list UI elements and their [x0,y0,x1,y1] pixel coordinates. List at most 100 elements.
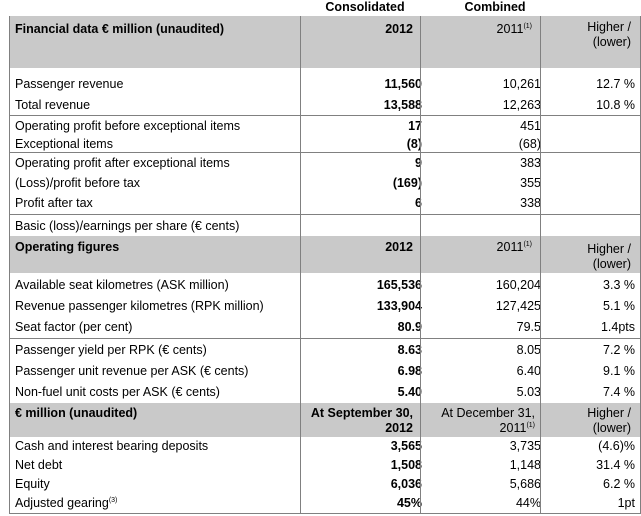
table-row: Cash and interest bearing deposits 3,565… [9,437,641,455]
value-2011: 8.05 [516,343,541,357]
value-2011: 127,425 [495,299,541,313]
balance-col-2012-line2: 2012 [385,421,413,435]
operating-col-2011: 2011(1) [440,240,532,254]
table-row: Passenger revenue 11,560 10,261 12.7 % [9,74,641,94]
row-label: Available seat kilometres (ASK million) [15,278,229,292]
value-change: 3.3 % [603,278,635,292]
balance-col-2011-line2: 2011(1) [420,421,535,436]
row-label: Operating profit before exceptional item… [15,119,241,133]
value-change: 12.7 % [596,77,635,91]
value-change: 9.1 % [603,364,635,378]
value-2012: 6.98 [397,364,422,378]
value-2011: 6.40 [516,364,541,378]
row-label: (Loss)/profit before tax [15,176,141,190]
row-label: Net debt [15,458,63,472]
financial-col-2012: 2012 [385,22,413,36]
footnote-1-marker: (1) [523,240,532,248]
value-2011: 160,204 [495,278,541,292]
operating-header-band [9,236,641,273]
value-2012: 17 [408,119,422,133]
table-row: Operating profit after exceptional items… [9,153,641,173]
value-2011: 12,263 [502,98,541,112]
row-divider [9,338,641,339]
table-bottom-border [9,513,641,514]
row-label: Passenger unit revenue per ASK (€ cents) [15,364,249,378]
operating-col-2011-year: 2011 [496,240,524,254]
financial-section-title: Financial data € million (unaudited) [15,22,225,36]
balance-change-header: Higher / (lower) [549,406,631,436]
value-2011: 383 [520,156,541,170]
balance-col-2012-line1: At September 30, [310,406,413,420]
value-change: 7.2 % [603,343,635,357]
balance-col-2011: At December 31, 2011(1) [420,406,535,436]
value-2011: 338 [520,196,541,210]
row-label: Seat factor (per cent) [15,320,133,334]
value-2011: 10,261 [502,77,541,91]
row-label: Operating profit after exceptional items [15,156,230,170]
row-label: Equity [15,477,50,491]
table-row: Basic (loss)/earnings per share (€ cents… [9,216,641,236]
operating-section-title: Operating figures [15,240,120,254]
table-row: Total revenue 13,588 12,263 10.8 % [9,95,641,115]
table-row: Profit after tax 6 338 [9,193,641,213]
column-separator [420,16,421,514]
row-label: Total revenue [15,98,91,112]
value-2011: 44% [515,496,541,510]
table-row: Equity 6,036 5,686 6.2 % [9,475,641,493]
value-2012: 45% [396,496,422,510]
value-2012: 8.63 [397,343,422,357]
column-separator [540,16,541,514]
value-2012: 3,565 [390,439,422,453]
financial-change-header: Higher / (lower) [549,20,631,50]
column-separator [300,16,301,514]
balance-header-band [9,403,641,437]
row-label: Profit after tax [15,196,93,210]
value-change: 1.4pts [600,320,635,334]
value-2012: 6 [415,196,422,210]
footnote-1-marker: (1) [526,421,535,429]
change-header-line1: Higher / [587,406,631,420]
table-row: Exceptional items (8) (68) [9,134,641,154]
change-header-line1: Higher / [587,20,631,34]
value-2012: 165,536 [376,278,422,292]
value-2012: 9 [415,156,422,170]
value-2012: (169) [392,176,422,190]
row-label: Revenue passenger kilometres (RPK millio… [15,299,264,313]
value-2012: 80.9 [397,320,422,334]
table-row: Revenue passenger kilometres (RPK millio… [9,296,641,316]
footnote-3-marker: (3) [108,496,118,504]
row-label: Passenger revenue [15,77,124,91]
balance-col-2012: At September 30, 2012 [290,406,413,436]
value-2011: 79.5 [516,320,541,334]
value-change: (4.6)% [598,439,635,453]
balance-col-2011-line1: At December 31, [441,406,535,420]
table-row: Operating profit before exceptional item… [9,116,641,136]
financial-header-band [9,16,641,68]
value-2012: 5.40 [397,385,422,399]
table-row: Net debt 1,508 1,148 31.4 % [9,456,641,474]
value-2011: (68) [518,137,541,151]
column-separator [9,16,10,514]
balance-col-2011-year: 2011 [499,421,527,435]
value-change: 6.2 % [603,477,635,491]
row-label: Passenger yield per RPK (€ cents) [15,343,207,357]
row-divider [9,214,641,215]
combined-header: Combined [464,0,526,14]
row-divider [9,115,641,116]
table-row: Adjusted gearing(3) 45% 44% 1pt [9,494,641,512]
value-change: 5.1 % [603,299,635,313]
value-change: 7.4 % [603,385,635,399]
value-2012: 133,904 [376,299,422,313]
value-2012: 6,036 [390,477,422,491]
consolidated-header: Consolidated [325,0,405,14]
row-label: Exceptional items [15,137,113,151]
financial-col-2011-year: 2011 [496,22,524,36]
value-2011: 355 [520,176,541,190]
value-2012: 1,508 [390,458,422,472]
row-label-text: Adjusted gearing [15,496,109,510]
operating-col-2012: 2012 [385,240,413,254]
table-row: (Loss)/profit before tax (169) 355 [9,173,641,193]
value-change: 1pt [617,496,635,510]
value-2011: 3,735 [509,439,541,453]
value-2011: 1,148 [509,458,541,472]
